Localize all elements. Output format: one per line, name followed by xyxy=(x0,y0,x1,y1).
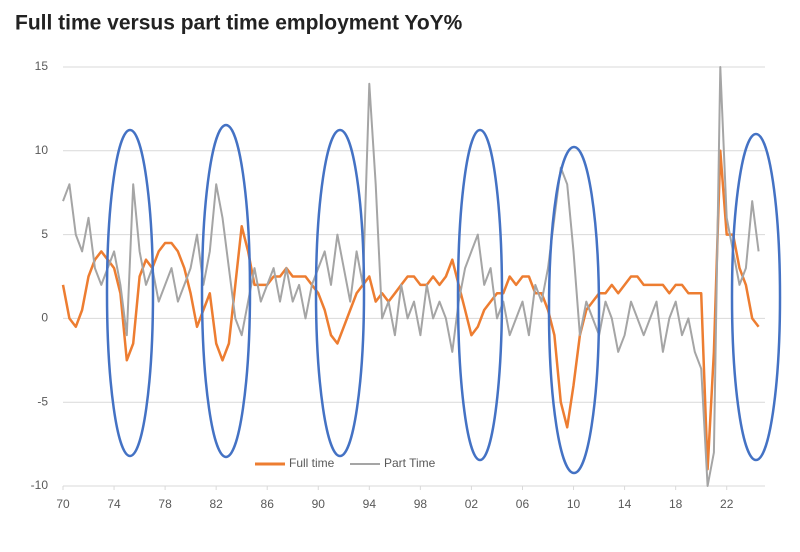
highlight-ellipse xyxy=(105,128,155,458)
y-tick-label: -5 xyxy=(37,394,48,408)
y-tick-label: 5 xyxy=(41,227,48,241)
x-tick-label: 90 xyxy=(312,497,326,511)
legend-label: Full time xyxy=(289,456,335,470)
x-tick-label: 02 xyxy=(465,497,479,511)
plot-area: 15 10 5 0 -5 -10 70 74 78 82 86 90 94 98 02 06 10 14 18 22 xyxy=(31,59,765,511)
y-tick-label: 10 xyxy=(35,143,49,157)
highlight-ellipse xyxy=(456,128,504,462)
chart-title: Full time versus part time employment Yo… xyxy=(15,12,463,35)
series-line xyxy=(62,66,760,487)
y-tick-label: 0 xyxy=(41,311,48,325)
x-tick-label: 06 xyxy=(516,497,530,511)
x-tick-label: 78 xyxy=(158,497,172,511)
legend-label: Part Time xyxy=(384,456,436,470)
highlight-ellipse xyxy=(730,132,782,462)
x-tick-label: 10 xyxy=(567,497,581,511)
x-tick-label: 98 xyxy=(414,497,428,511)
x-tick-label: 22 xyxy=(720,497,734,511)
annotations xyxy=(105,123,782,475)
x-tick-label: 82 xyxy=(209,497,223,511)
x-tick-label: 86 xyxy=(261,497,275,511)
x-tick-label: 74 xyxy=(107,497,121,511)
highlight-ellipse xyxy=(547,145,601,475)
x-tick-label: 14 xyxy=(618,497,632,511)
x-tick-label: 70 xyxy=(56,497,70,511)
highlight-ellipse xyxy=(200,123,252,459)
highlight-ellipse xyxy=(314,128,366,458)
x-tick-label: 18 xyxy=(669,497,683,511)
x-tick-label: 94 xyxy=(363,497,377,511)
series-line xyxy=(61,149,760,471)
y-tick-label: 15 xyxy=(35,59,49,73)
y-tick-label: -10 xyxy=(31,478,49,492)
